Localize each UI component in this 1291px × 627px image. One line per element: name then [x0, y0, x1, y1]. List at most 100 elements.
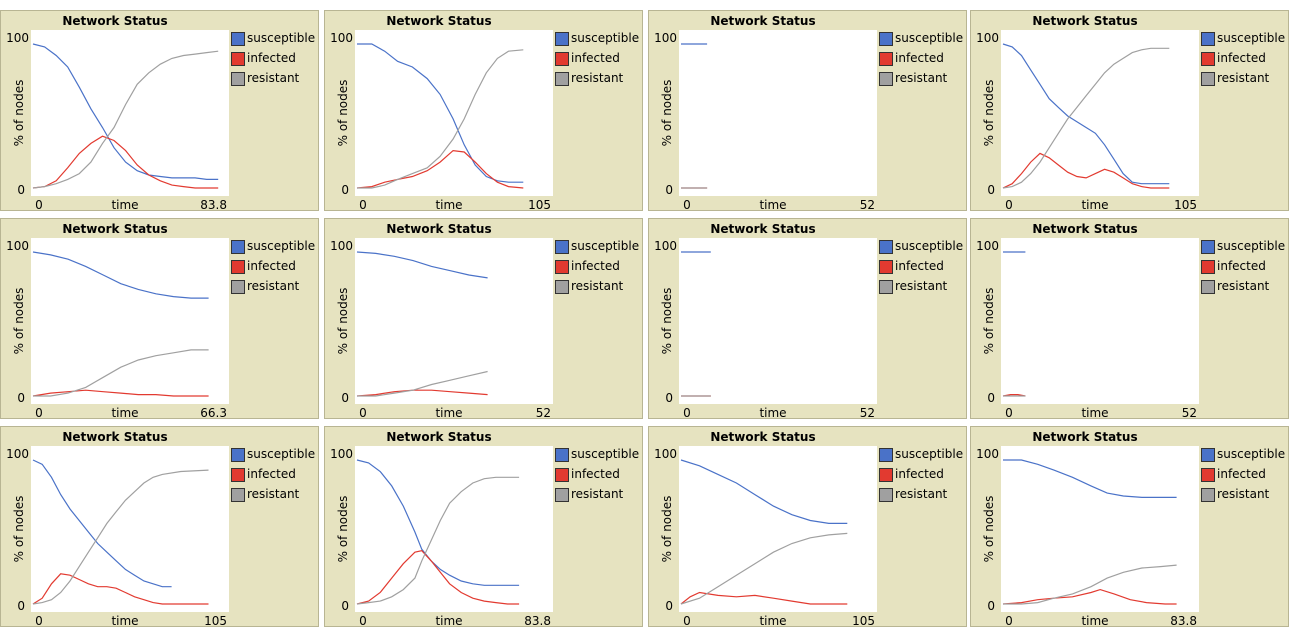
plot-svg: 100 00 52 time % of nodes — [330, 238, 553, 419]
series-line-infected — [32, 573, 209, 605]
series-line-resistant — [356, 476, 520, 605]
x-tick-min: 0 — [1005, 614, 1013, 627]
legend-label: resistant — [1217, 279, 1270, 293]
x-tick-max: 52 — [860, 198, 875, 211]
x-axis-label: time — [111, 198, 138, 211]
legend-item-resistant: resistant — [879, 71, 966, 88]
chart-panel: Network Status 100 0 0 52 time % of nodes susce… — [324, 218, 643, 419]
plot-svg: 100 00 66.3 time % of nodes — [6, 238, 229, 419]
plot-svg: 100 00 105 time % of nodes — [976, 30, 1199, 211]
legend-swatch — [231, 260, 245, 274]
legend-item-susceptible: susceptible — [231, 447, 318, 464]
legend-label: infected — [247, 467, 296, 481]
series-line-resistant — [1002, 47, 1170, 189]
legend-swatch — [231, 52, 245, 66]
legend-swatch — [555, 52, 569, 66]
y-axis-label: % of nodes — [336, 288, 350, 355]
legend-label: resistant — [571, 487, 624, 501]
series-line-susceptible — [1003, 459, 1177, 499]
x-axis-label: time — [435, 614, 462, 627]
legend-item-infected: infected — [1201, 259, 1288, 276]
legend-item-susceptible: susceptible — [231, 31, 318, 48]
plot-area — [679, 238, 877, 404]
legend-swatch — [879, 240, 893, 254]
legend-label: infected — [247, 51, 296, 65]
legend-swatch — [1201, 448, 1215, 462]
y-axis-label: % of nodes — [336, 496, 350, 563]
chart-panel: Network Status 100 0 0 105 time % of nodes susc… — [970, 10, 1289, 211]
chart-panel: Network Status 100 0 0 52 time % of nodes susce… — [648, 10, 967, 211]
y-tick-min: 0 — [987, 599, 995, 613]
x-axis-label: time — [111, 406, 138, 419]
series-line-susceptible — [32, 43, 219, 180]
legend-label: resistant — [895, 71, 948, 85]
legend-item-infected: infected — [879, 51, 966, 68]
x-tick-max: 83.8 — [524, 614, 551, 627]
series-line-infected — [1002, 394, 1026, 397]
series-line-resistant — [680, 532, 848, 605]
chart-title: Network Status — [710, 222, 816, 236]
legend-label: resistant — [1217, 71, 1270, 85]
plot-svg: 100 00 52 time % of nodes — [654, 238, 877, 419]
legend-item-infected: infected — [555, 467, 642, 484]
y-tick-max: 100 — [976, 239, 999, 253]
x-tick-min: 0 — [359, 406, 367, 419]
legend-swatch — [555, 488, 569, 502]
chart-title: Network Status — [1032, 14, 1138, 28]
y-tick-min: 0 — [665, 183, 673, 197]
legend-label: infected — [1217, 467, 1266, 481]
x-tick-min: 0 — [35, 198, 43, 211]
y-axis-label: % of nodes — [982, 496, 996, 563]
plot-svg: 100 00 52 time % of nodes — [976, 238, 1199, 418]
legend-label: resistant — [895, 279, 948, 293]
legend-label: infected — [1217, 51, 1266, 65]
legend-swatch — [1201, 72, 1215, 86]
legend-label: resistant — [571, 71, 624, 85]
x-tick-min: 0 — [683, 198, 691, 211]
legend-label: susceptible — [571, 239, 640, 253]
legend-swatch — [555, 280, 569, 294]
legend-label: susceptible — [247, 447, 316, 461]
x-tick-max: 52 — [860, 406, 875, 419]
x-axis-label: time — [759, 406, 786, 419]
y-axis-label: % of nodes — [660, 496, 674, 563]
x-axis-label: time — [435, 406, 462, 419]
legend-item-resistant: resistant — [231, 279, 318, 296]
legend-item-infected: infected — [231, 259, 318, 276]
legend-item-susceptible: susceptible — [1201, 31, 1288, 48]
chart-title: Network Status — [1032, 222, 1138, 236]
y-tick-max: 100 — [330, 447, 353, 461]
chart-title: Network Status — [386, 430, 492, 444]
y-axis-label: % of nodes — [982, 80, 996, 147]
series-line-susceptible — [680, 459, 848, 525]
x-axis-label: time — [435, 198, 462, 211]
plot-svg: 100 00 83.8 time % of nodes — [330, 446, 553, 627]
y-tick-max: 100 — [6, 31, 29, 45]
legend-swatch — [231, 488, 245, 502]
legend-label: infected — [571, 467, 620, 481]
y-tick-min: 0 — [341, 183, 349, 197]
plot-area — [355, 238, 553, 404]
legend-item-susceptible: susceptible — [1201, 239, 1288, 256]
legend-label: susceptible — [895, 239, 964, 253]
x-tick-min: 0 — [359, 614, 367, 627]
legend-label: infected — [895, 467, 944, 481]
chart-title: Network Status — [386, 222, 492, 236]
legend-label: susceptible — [895, 31, 964, 45]
series-line-susceptible — [32, 459, 172, 588]
plot-area — [31, 446, 229, 612]
legend-label: susceptible — [1217, 447, 1286, 461]
x-tick-min: 0 — [1005, 198, 1013, 211]
x-axis-label: time — [111, 614, 138, 627]
legend-swatch — [1201, 488, 1215, 502]
legend-label: resistant — [247, 279, 300, 293]
series-line-infected — [356, 149, 524, 189]
legend-swatch — [555, 72, 569, 86]
plot-svg: 100 00 105 time % of nodes — [6, 446, 229, 627]
legend-item-infected: infected — [1201, 51, 1288, 68]
legend-swatch — [555, 468, 569, 482]
legend-item-infected: infected — [555, 51, 642, 68]
legend-swatch — [879, 280, 893, 294]
legend-label: resistant — [247, 71, 300, 85]
legend-label: infected — [571, 51, 620, 65]
